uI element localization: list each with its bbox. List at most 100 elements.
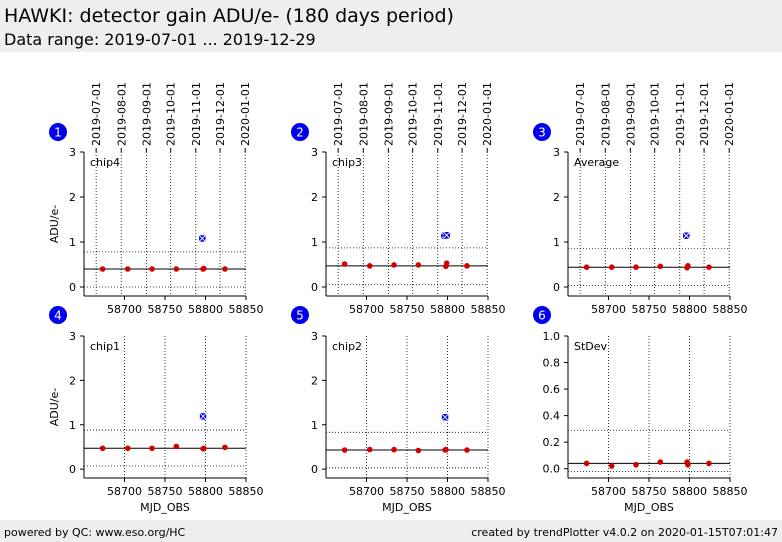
date-tick-label: 2019-07-01	[90, 82, 103, 146]
panel-badge-number: 5	[296, 309, 304, 323]
y-tick-label: 0.0	[543, 463, 561, 476]
data-point	[99, 266, 106, 272]
x-tick-label: 58700	[107, 485, 142, 498]
x-tick-label: 58850	[471, 303, 506, 316]
header-bar: HAWKI: detector gain ADU/e- (180 days pe…	[0, 0, 782, 52]
date-tick-label: 2019-10-01	[407, 82, 420, 146]
outlier-cross	[443, 231, 451, 239]
footer-bar: powered by QC: www.eso.org/HC created by…	[0, 520, 782, 542]
date-tick-label: 2019-10-01	[649, 82, 662, 146]
x-tick-label: 58850	[229, 485, 264, 498]
panel-badge	[291, 123, 309, 141]
data-point	[173, 443, 180, 450]
panel-label: chip4	[90, 156, 120, 169]
x-tick-label: 58800	[188, 303, 223, 316]
y-tick-label: 3	[553, 146, 560, 159]
data-point	[608, 463, 615, 469]
outlier-cross	[441, 413, 449, 421]
y-tick-label: 1	[311, 419, 318, 432]
y-tick-label: 3	[69, 330, 76, 343]
data-point	[201, 265, 207, 272]
y-tick-label: 0	[69, 281, 76, 294]
x-axis-label: MJD_OBS	[624, 501, 674, 514]
data-point	[222, 444, 228, 451]
panel-badge-number: 1	[54, 126, 62, 140]
y-tick-label: 2	[311, 374, 318, 387]
data-point	[685, 263, 691, 269]
x-tick-label: 58800	[430, 303, 465, 316]
x-tick-label: 58700	[591, 303, 626, 316]
data-point	[415, 262, 422, 268]
panel-badge	[533, 306, 551, 324]
x-tick-label: 58850	[229, 303, 264, 316]
panel-label: chip3	[332, 156, 362, 169]
panel-badge	[49, 123, 67, 141]
date-tick-label: 2019-12-01	[456, 82, 469, 146]
y-tick-label: 0	[69, 463, 76, 476]
date-tick-label: 2019-07-01	[332, 82, 345, 146]
date-tick-label: 2019-08-01	[357, 82, 370, 146]
data-point	[464, 447, 470, 453]
x-tick-label: 58800	[672, 485, 707, 498]
data-point	[149, 445, 155, 452]
y-tick-label: 3	[311, 330, 318, 343]
date-tick-label: 2020-01-01	[481, 82, 494, 146]
y-tick-label: 2	[69, 191, 76, 204]
data-point	[391, 262, 397, 268]
data-point	[583, 460, 590, 467]
x-tick-label: 58850	[713, 303, 748, 316]
y-tick-label: 0.6	[543, 383, 561, 396]
page-title: HAWKI: detector gain ADU/e- (180 days pe…	[4, 5, 454, 27]
outlier-cross	[682, 232, 690, 240]
data-point	[608, 264, 615, 271]
footer-created: created by trendPlotter v4.0.2 on 2020-0…	[471, 526, 778, 539]
date-tick-label: 2019-08-01	[115, 82, 128, 146]
data-point	[341, 261, 348, 267]
footer-credit: powered by QC: www.eso.org/HC	[4, 526, 186, 539]
y-tick-label: 0.4	[543, 410, 561, 423]
x-tick-label: 58750	[148, 303, 183, 316]
date-tick-label: 2019-09-01	[140, 82, 153, 146]
data-point	[391, 446, 397, 453]
x-tick-label: 58750	[390, 303, 425, 316]
y-axis-label: ADU/e-	[48, 388, 61, 427]
y-tick-label: 2	[69, 374, 76, 387]
y-axis-label: ADU/e-	[48, 205, 61, 244]
data-point	[124, 266, 131, 272]
y-tick-label: 2	[311, 191, 318, 204]
data-point	[706, 264, 712, 271]
y-tick-label: 0	[553, 281, 560, 294]
y-tick-label: 1	[69, 236, 76, 249]
panel-badge	[49, 306, 67, 324]
panel-badge	[291, 306, 309, 324]
x-tick-label: 58800	[672, 303, 707, 316]
x-tick-label: 58700	[591, 485, 626, 498]
date-tick-label: 2019-10-01	[165, 82, 178, 146]
y-tick-label: 3	[69, 146, 76, 159]
panel-badge-number: 4	[54, 309, 62, 323]
x-tick-label: 58750	[148, 485, 183, 498]
x-tick-label: 58850	[471, 485, 506, 498]
date-tick-label: 2020-01-01	[239, 82, 252, 146]
x-tick-label: 58850	[713, 485, 748, 498]
y-tick-label: 0	[311, 281, 318, 294]
date-tick-label: 2019-12-01	[214, 82, 227, 146]
x-tick-label: 58700	[107, 303, 142, 316]
data-point	[583, 264, 590, 271]
x-tick-label: 58750	[390, 485, 425, 498]
data-point	[201, 445, 207, 452]
y-tick-label: 3	[311, 146, 318, 159]
outlier-cross	[199, 412, 207, 420]
panel-badge-number: 3	[538, 126, 546, 140]
data-point	[415, 447, 422, 454]
data-point	[173, 266, 180, 272]
panel-label: StDev	[574, 340, 608, 353]
date-tick-label: 2019-11-01	[674, 82, 687, 146]
panel-badge-number: 2	[296, 126, 304, 140]
y-tick-label: 0.8	[543, 357, 561, 370]
x-tick-label: 58700	[349, 303, 384, 316]
date-tick-label: 2020-01-01	[723, 82, 736, 146]
x-axis-label: MJD_OBS	[382, 501, 432, 514]
y-tick-label: 2	[553, 191, 560, 204]
